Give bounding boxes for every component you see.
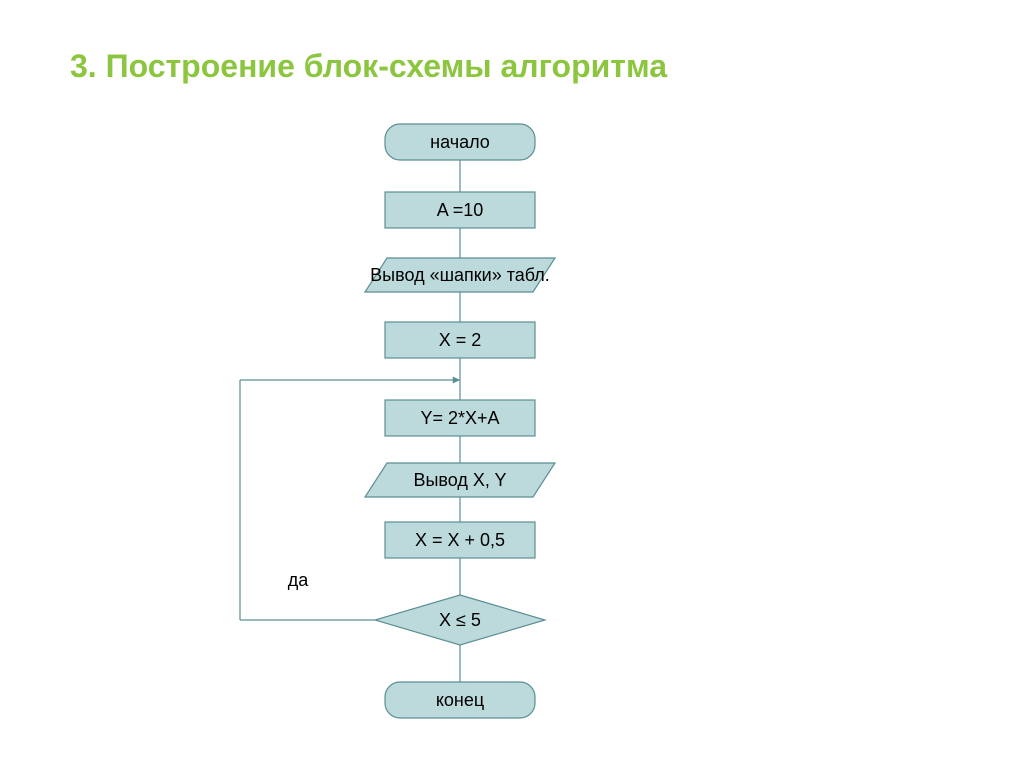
label-x2: X = 2 bbox=[439, 330, 482, 350]
flowchart-canvas: начало A =10 Вывод «шапки» табл. X = 2 Y= 2*… bbox=[0, 0, 1024, 768]
label-out_xy: Вывод X, Y bbox=[413, 470, 506, 490]
label-xinc: X = X + 0,5 bbox=[415, 530, 505, 550]
label-end: конец bbox=[436, 690, 484, 710]
label-out_hdr: Вывод «шапки» табл. bbox=[370, 265, 550, 285]
label-a10: A =10 bbox=[437, 200, 484, 220]
label-yexpr: Y= 2*X+A bbox=[420, 408, 499, 428]
label-cond: X ≤ 5 bbox=[439, 610, 481, 630]
label-start: начало bbox=[430, 132, 490, 152]
branch-label-yes: да bbox=[288, 570, 310, 590]
arrowhead-icon bbox=[453, 377, 460, 384]
